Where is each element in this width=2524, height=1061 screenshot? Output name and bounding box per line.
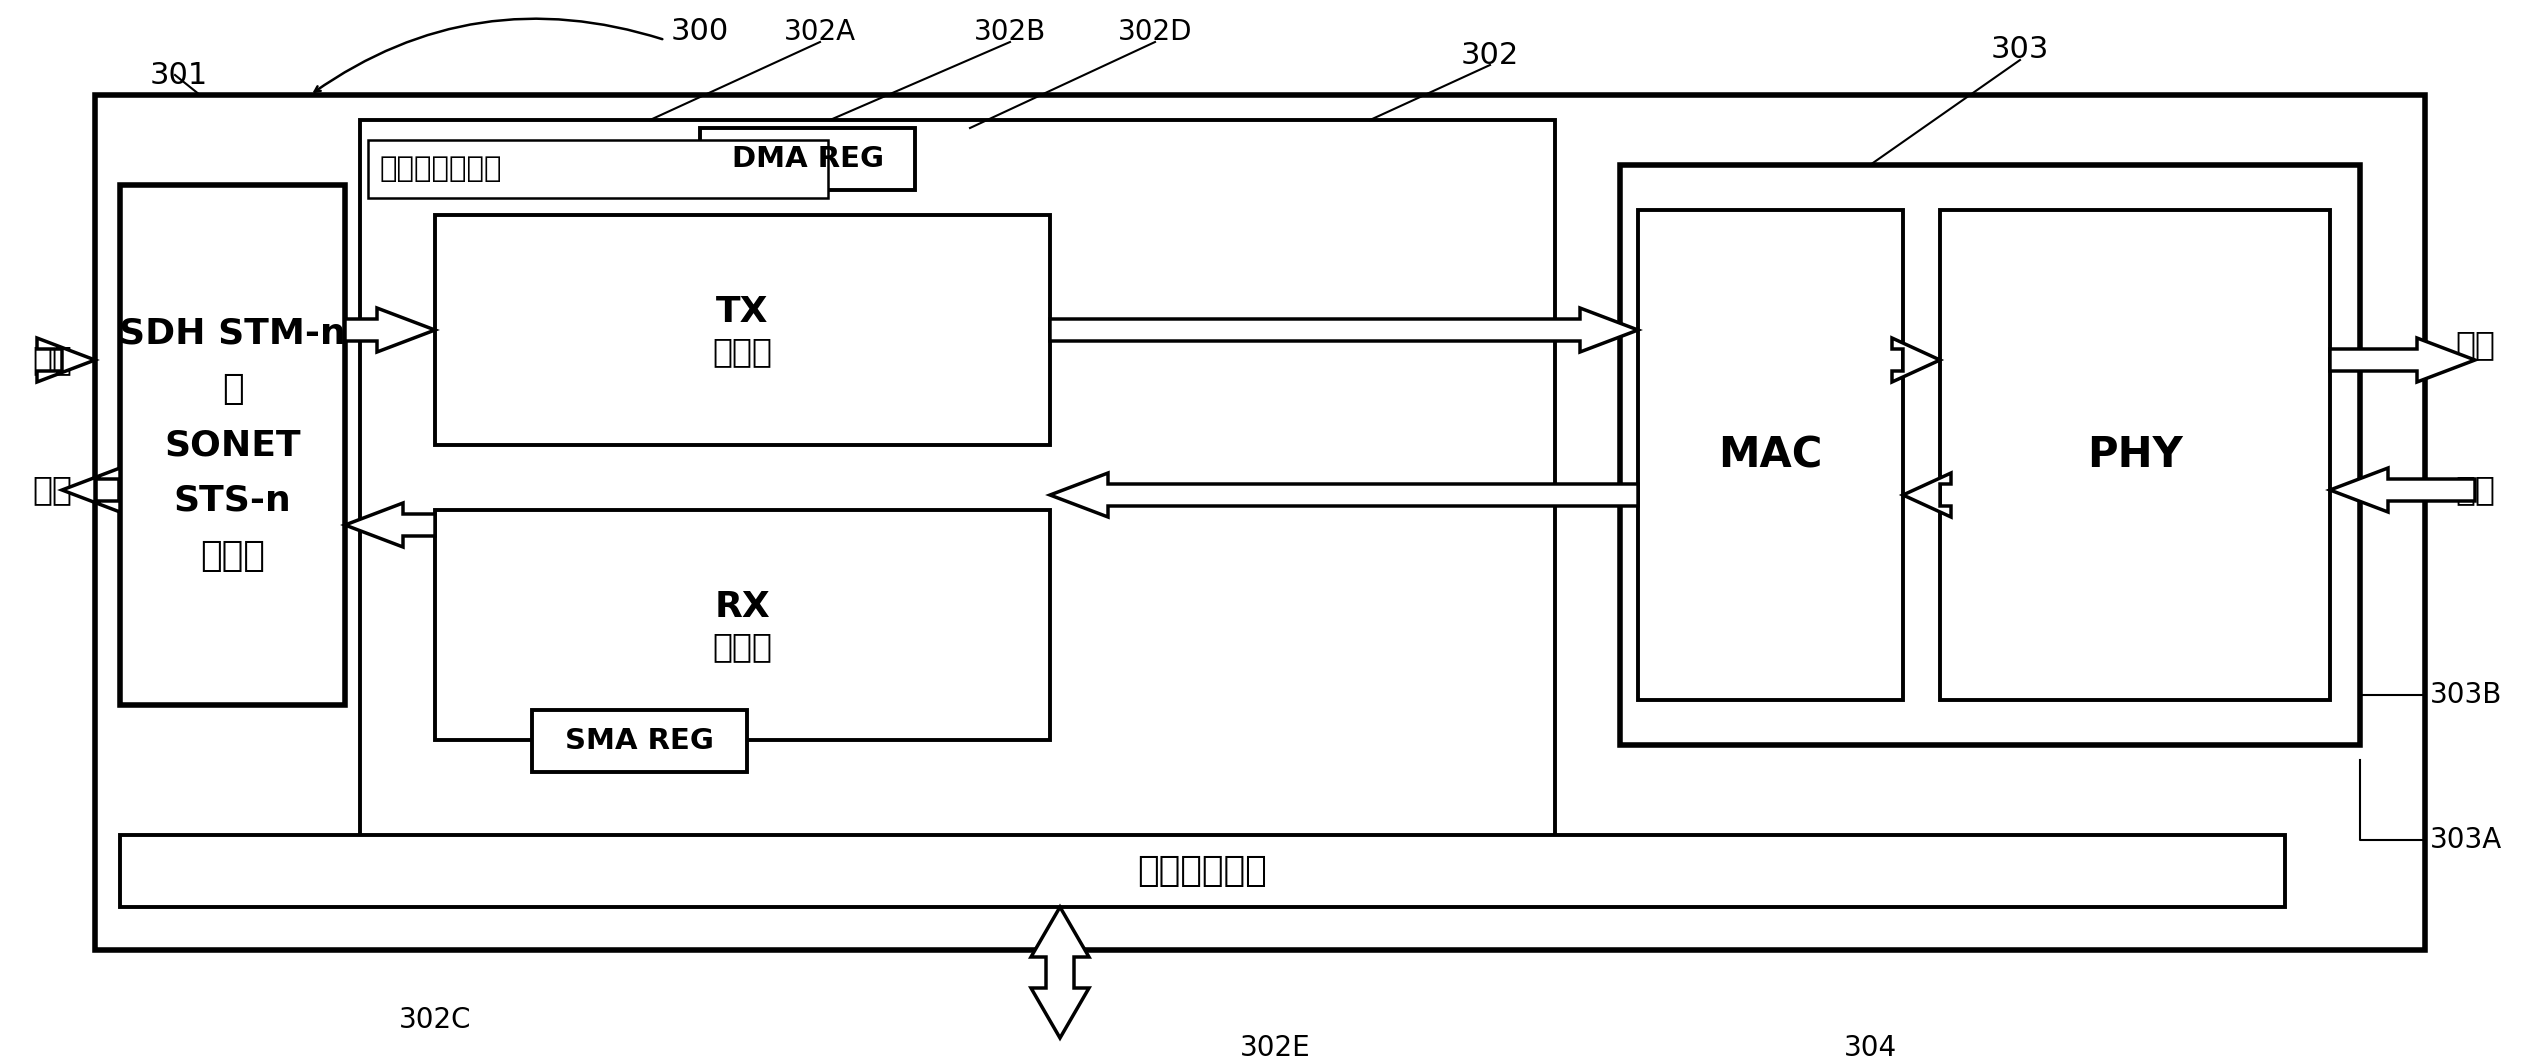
Text: 输出: 输出 (2456, 329, 2496, 362)
Bar (96, 95, 2426, 950)
Text: 303B: 303B (2431, 681, 2501, 709)
Text: 302E: 302E (1239, 1034, 1310, 1061)
Bar (121, 835, 2284, 907)
Text: 缓冲器: 缓冲器 (712, 630, 772, 663)
Text: 微处理器接口: 微处理器接口 (1138, 854, 1267, 888)
Text: 302B: 302B (974, 18, 1045, 46)
Polygon shape (38, 338, 96, 382)
Polygon shape (346, 503, 434, 547)
Text: 输入: 输入 (2456, 473, 2496, 506)
Polygon shape (2330, 468, 2476, 512)
Bar (533, 710, 747, 772)
Text: 302C: 302C (399, 1006, 472, 1034)
Bar (434, 510, 1050, 740)
Polygon shape (1030, 907, 1088, 1038)
Text: TX: TX (717, 295, 770, 329)
Text: 303: 303 (1991, 35, 2049, 65)
Text: 303A: 303A (2431, 827, 2501, 854)
Text: DMA REG: DMA REG (732, 145, 883, 173)
Bar (434, 215, 1050, 445)
Text: 输入: 输入 (33, 344, 73, 377)
Polygon shape (1893, 338, 1941, 382)
Text: 302: 302 (1461, 40, 1519, 70)
Text: 300: 300 (671, 17, 729, 47)
Bar (1620, 166, 2360, 745)
Text: 输出: 输出 (33, 473, 73, 506)
Polygon shape (346, 308, 434, 352)
Polygon shape (1050, 473, 1638, 517)
Text: 301: 301 (149, 60, 209, 89)
Bar (699, 128, 916, 190)
Polygon shape (63, 468, 121, 512)
Text: MAC: MAC (1719, 434, 1822, 476)
Bar (369, 140, 828, 198)
Text: 并置的有效负载: 并置的有效负载 (381, 155, 502, 182)
Text: 302D: 302D (1118, 18, 1191, 46)
Polygon shape (2330, 338, 2476, 382)
Text: RX: RX (714, 590, 770, 624)
Bar (361, 120, 1555, 880)
Polygon shape (1050, 308, 1638, 352)
Text: 304: 304 (1843, 1034, 1896, 1061)
Polygon shape (1903, 473, 1951, 517)
Text: SMA REG: SMA REG (565, 727, 714, 755)
Text: PHY: PHY (2087, 434, 2183, 476)
Text: 302A: 302A (785, 18, 856, 46)
Bar (121, 185, 346, 705)
Bar (1638, 210, 1903, 700)
Bar (1941, 210, 2330, 700)
Text: 缓冲器: 缓冲器 (712, 335, 772, 368)
Text: SDH STM-n
或
SONET
STS-n
成帧器: SDH STM-n 或 SONET STS-n 成帧器 (119, 317, 346, 573)
